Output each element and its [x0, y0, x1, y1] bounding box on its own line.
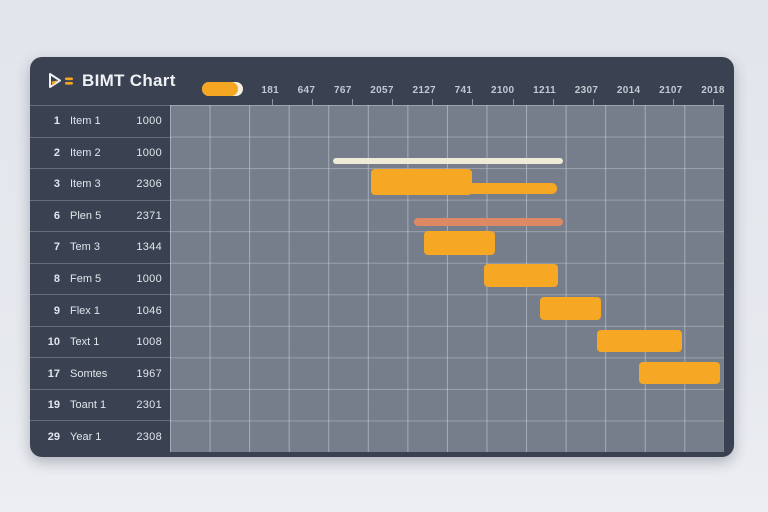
- timeline-tick: [673, 99, 675, 105]
- app-logo-icon: [48, 72, 74, 90]
- row-name: Item 2: [70, 146, 101, 159]
- gantt-bar-milestone-line[interactable]: [333, 158, 563, 164]
- app-title: BIMT Chart: [82, 71, 176, 90]
- row-value: 2308: [136, 430, 162, 443]
- row-value: 1000: [136, 273, 162, 285]
- gantt-app-window: BIMT Chart 181 647 767 2057 2127 741 2100 1211 2…: [30, 57, 734, 457]
- table-row[interactable]: 9 Flex 1 1046: [30, 294, 170, 326]
- timeline-label: 2307: [574, 85, 599, 96]
- row-name: Tem 3: [70, 241, 100, 254]
- row-number: 10: [47, 336, 60, 349]
- table-row[interactable]: 8 Fem 5 1000: [30, 262, 170, 295]
- row-name: Fem 5: [70, 273, 102, 285]
- timeline-header: 181 647 767 2057 2127 741 2100 1211 2307 2014 2107…: [252, 85, 734, 99]
- table-row[interactable]: 10 Text 1 1008: [30, 325, 170, 358]
- row-value: 1000: [136, 146, 162, 159]
- table-row[interactable]: 2 Item 2 1000: [30, 136, 170, 169]
- gantt-bar-task[interactable]: [424, 231, 495, 255]
- timeline-label: 741: [454, 85, 473, 96]
- timeline-tick: [472, 99, 474, 105]
- app-header: BIMT Chart: [30, 57, 734, 105]
- progress-pill-fill: [202, 82, 238, 96]
- task-table: 1 Item 1 1000 2 Item 2 1000 3 Item 3 2306 6 Plen 5…: [30, 105, 170, 452]
- row-number: 6: [53, 209, 60, 222]
- timeline-label: 767: [333, 85, 352, 96]
- timeline-label: 2018: [701, 85, 725, 96]
- row-name: Item 1: [70, 115, 101, 128]
- timeline-tick: [432, 99, 434, 105]
- row-value: 1046: [136, 304, 162, 317]
- table-row[interactable]: 19 Toant 1 2301: [30, 388, 170, 421]
- timeline-label: 2107: [659, 85, 683, 96]
- timeline-label: 2100: [490, 85, 515, 96]
- row-name: Plen 5: [70, 209, 102, 222]
- row-value: 2301: [136, 399, 162, 412]
- content-area: 1 Item 1 1000 2 Item 2 1000 3 Item 3 2306 6 Plen 5…: [30, 105, 734, 452]
- table-row[interactable]: 3 Item 3 2306: [30, 168, 170, 200]
- timeline-tick: [592, 99, 594, 105]
- timeline-label: 2057: [370, 85, 394, 96]
- timeline-label: 2127: [412, 85, 436, 96]
- row-value: 2306: [136, 178, 162, 191]
- row-name: Item 3: [70, 178, 101, 191]
- row-value: 1967: [136, 367, 162, 380]
- row-number: 29: [47, 430, 60, 443]
- timeline-ticks: [252, 99, 734, 105]
- row-name: Somtes: [70, 367, 108, 380]
- row-name: Flex 1: [70, 304, 100, 317]
- row-name: Text 1: [70, 336, 100, 349]
- gantt-bar-task[interactable]: [639, 362, 720, 384]
- row-value: 2371: [136, 209, 162, 222]
- row-number: 8: [53, 273, 60, 285]
- gantt-grid: [170, 105, 724, 452]
- timeline-label: 181: [261, 85, 279, 96]
- row-number: 17: [47, 367, 60, 380]
- row-number: 7: [53, 241, 60, 254]
- table-row[interactable]: 6 Plen 5 2371: [30, 199, 170, 232]
- timeline-tick: [351, 99, 353, 105]
- row-number: 1: [53, 115, 60, 128]
- row-name: Year 1: [70, 430, 102, 443]
- timeline-label: 647: [297, 85, 316, 96]
- table-row[interactable]: 1 Item 1 1000: [30, 105, 170, 137]
- timeline-tick: [311, 99, 313, 105]
- row-value: 1344: [136, 241, 162, 254]
- table-row[interactable]: 29 Year 1 2308: [30, 420, 170, 452]
- gantt-bar-task[interactable]: [597, 330, 682, 352]
- row-value: 1008: [136, 336, 162, 349]
- row-number: 9: [53, 304, 60, 317]
- timeline-tick: [512, 99, 514, 105]
- row-name: Toant 1: [70, 399, 107, 412]
- row-number: 3: [53, 178, 60, 191]
- row-number: 2: [53, 146, 60, 159]
- timeline-tick: [633, 99, 635, 105]
- timeline-tick: [552, 99, 554, 105]
- timeline-tick: [271, 99, 273, 105]
- timeline-tick: [392, 99, 394, 105]
- table-row[interactable]: 7 Tem 3 1344: [30, 231, 170, 263]
- progress-pill-button[interactable]: [202, 82, 243, 96]
- timeline-label: 1211: [533, 85, 557, 96]
- row-number: 19: [47, 399, 60, 412]
- gantt-bar-task[interactable]: [371, 169, 472, 195]
- timeline-tick: [713, 99, 715, 105]
- timeline-label: 2014: [616, 85, 641, 96]
- gantt-bar-task-tail[interactable]: [465, 183, 557, 194]
- gantt-bar-task[interactable]: [540, 297, 601, 320]
- gantt-bar-milestone-line[interactable]: [414, 218, 563, 226]
- row-value: 1000: [136, 115, 162, 128]
- table-row[interactable]: 17 Somtes 1967: [30, 357, 170, 389]
- gantt-bar-task[interactable]: [484, 264, 558, 287]
